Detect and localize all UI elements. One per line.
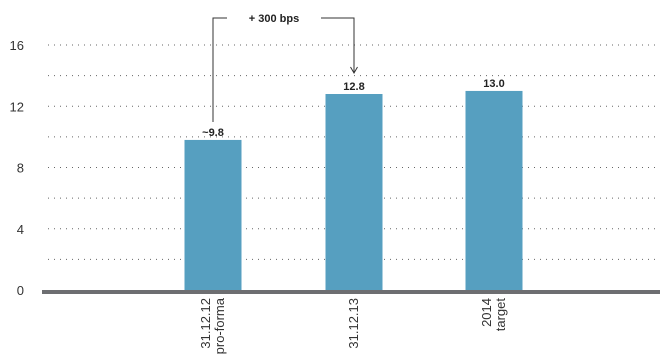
category-label-0: 31.12.12 xyxy=(198,298,213,349)
change-annotation: + 300 bps xyxy=(212,13,358,122)
y-tick-label: 12 xyxy=(10,99,24,114)
annotation-arrowhead xyxy=(350,66,358,74)
bar-0 xyxy=(184,139,242,290)
bar-2 xyxy=(465,90,523,290)
data-label-2: 13.0 xyxy=(483,78,504,90)
data-labels: ~9.8 12.8 13.0 xyxy=(202,78,505,139)
annotation-bracket-left xyxy=(212,17,227,122)
category-label-2: target xyxy=(493,298,508,332)
data-label-1: 12.8 xyxy=(343,81,364,93)
annotation-bracket-right xyxy=(321,17,355,73)
category-label-0: pro-forma xyxy=(212,297,227,354)
y-tick-label: 4 xyxy=(17,222,24,237)
category-label-2: 2014 xyxy=(479,298,494,327)
y-tick-label: 8 xyxy=(17,161,24,176)
y-tick-label: 0 xyxy=(17,283,24,298)
category-label-1: 31.12.13 xyxy=(346,298,361,349)
data-label-0: ~9.8 xyxy=(202,127,224,139)
y-axis-tick-labels: 0 4 8 12 16 xyxy=(10,38,24,298)
x-axis-category-labels: 31.12.12 pro-forma 31.12.13 2014 target xyxy=(198,297,508,354)
bar-1 xyxy=(325,94,383,290)
y-tick-label: 16 xyxy=(10,38,24,53)
annotation-text: + 300 bps xyxy=(249,13,299,25)
bars xyxy=(184,90,523,290)
